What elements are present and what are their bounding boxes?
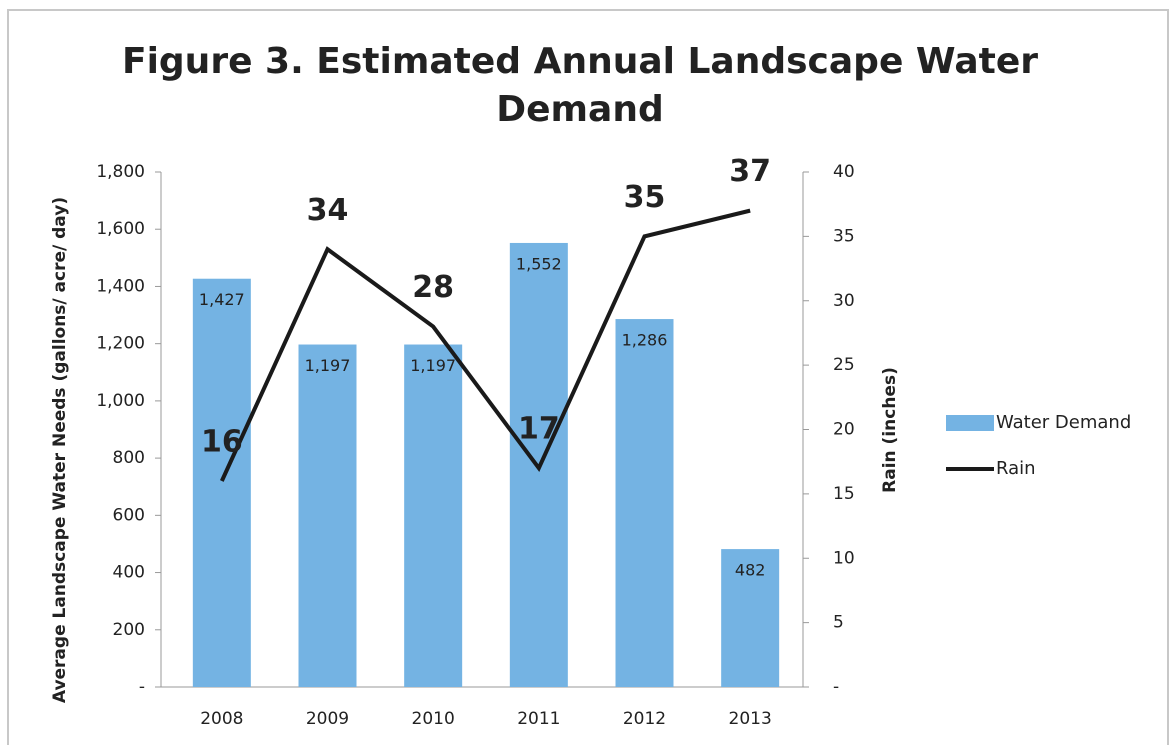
y2-tick-label: 20 (833, 420, 855, 440)
line-value-label: 34 (307, 193, 349, 228)
rain-line (220, 208, 751, 482)
bar (298, 344, 357, 687)
bar (192, 278, 251, 687)
line-value-label: 16 (201, 425, 243, 460)
legend-label: Rain (996, 458, 1036, 479)
y-axis-title: Average Landscape Water Needs (gallons/ … (50, 197, 70, 703)
y2-tick-label: 35 (833, 226, 855, 246)
bar (721, 549, 780, 687)
y-tick-label: 1,600 (96, 219, 145, 239)
x-tick-label: 2013 (729, 709, 772, 729)
bar-value-label: 1,197 (305, 356, 351, 375)
legend-swatch (946, 415, 994, 431)
line-value-label: 28 (412, 270, 454, 305)
y-tick-label: 1,400 (96, 276, 145, 296)
y-tick-label: 800 (113, 448, 145, 468)
chart-title: Figure 3. Estimated Annual Landscape Wat… (121, 41, 1038, 130)
x-tick-label: 2012 (623, 709, 666, 729)
legend-label: Water Demand (996, 412, 1131, 433)
bar (404, 344, 463, 687)
line-value-label: 17 (518, 412, 560, 447)
y2-tick-label: 40 (833, 162, 855, 182)
x-tick-label: 2008 (200, 709, 243, 729)
bar-value-label: 1,286 (622, 331, 668, 350)
bar-value-label: 1,427 (199, 290, 245, 309)
y-tick-label: 1,200 (96, 334, 145, 354)
y-tick-label: - (139, 677, 145, 697)
frame-border (7, 9, 1169, 745)
y2-tick-label: 15 (833, 484, 855, 504)
y-tick-label: 400 (113, 563, 145, 583)
bar (615, 319, 674, 687)
line-value-label: 37 (729, 154, 771, 189)
x-tick-label: 2010 (412, 709, 455, 729)
y2-tick-label: - (833, 677, 839, 697)
y2-tick-label: 30 (833, 291, 855, 311)
line-value-label: 35 (624, 180, 666, 215)
y2-tick-label: 5 (833, 613, 844, 633)
y-tick-label: 1,800 (96, 162, 145, 182)
bar-value-label: 482 (735, 561, 766, 580)
y-tick-label: 1,000 (96, 391, 145, 411)
bar-value-label: 1,552 (516, 254, 562, 273)
y2-tick-label: 25 (833, 355, 855, 375)
y2-tick-label: 10 (833, 548, 855, 568)
y-tick-label: 600 (113, 505, 145, 525)
x-tick-label: 2011 (517, 709, 560, 729)
y2-axis-title: Rain (inches) (880, 367, 900, 493)
y-tick-label: 200 (113, 620, 145, 640)
x-tick-label: 2009 (306, 709, 349, 729)
bar-value-label: 1,197 (410, 356, 456, 375)
